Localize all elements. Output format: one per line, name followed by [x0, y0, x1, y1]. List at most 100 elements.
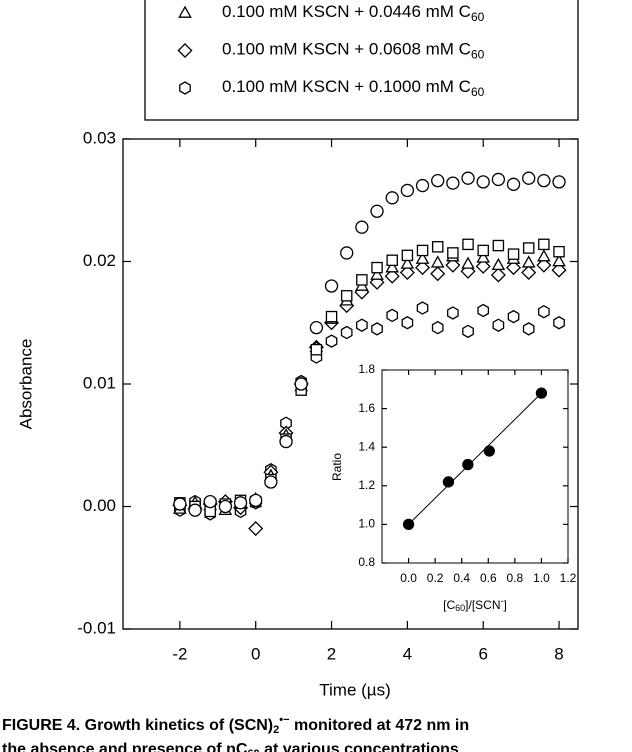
- hexagon-marker: [462, 324, 474, 339]
- circle-marker: [522, 171, 536, 185]
- caption-sub: 2: [273, 724, 279, 736]
- circle-marker: [249, 493, 263, 508]
- diamond-marker: [399, 265, 415, 281]
- square-marker: [310, 343, 323, 356]
- y-tick-label: 1.8: [358, 362, 375, 376]
- circle-marker: [340, 246, 354, 260]
- square-marker: [553, 245, 565, 258]
- triangle-marker: [385, 260, 400, 273]
- diamond-marker: [369, 274, 385, 290]
- y-tick-label: 0.00: [83, 496, 116, 515]
- y-tick-label: 0.02: [83, 251, 116, 270]
- circle-marker: [188, 503, 202, 517]
- label-sub: 60: [455, 603, 465, 613]
- diamond-marker: [177, 42, 193, 59]
- diamond-marker: [490, 267, 506, 283]
- triangle-marker: [552, 254, 566, 267]
- fit-line: [408, 392, 542, 525]
- y-tick-label: -0.01: [77, 618, 116, 637]
- square-marker: [522, 242, 535, 254]
- main-plot: -2 0 2 4 6 8 -0.01 0.00 0.01 0.02 0.03: [77, 128, 578, 663]
- circle-marker: [537, 173, 551, 188]
- x-tick-label: 0.6: [480, 571, 497, 585]
- hexagon-marker: [356, 318, 368, 332]
- circle-marker: [203, 494, 217, 509]
- triangle-marker: [521, 255, 536, 268]
- legend-label: 0.100 mM KSCN + 0.0446 mM C60: [222, 2, 485, 24]
- y-axis-label: Absorbance: [16, 339, 35, 430]
- triangle-marker: [400, 256, 415, 269]
- diamond-marker: [551, 262, 567, 278]
- x-tick-label: 2: [327, 644, 336, 663]
- dot-marker: [535, 387, 548, 399]
- circle-marker: [461, 171, 475, 185]
- legend-sub: 60: [471, 10, 485, 24]
- x-tick-label: 0.8: [507, 571, 524, 585]
- diamond-marker: [384, 268, 400, 284]
- hexagon-marker: [340, 325, 353, 340]
- square-marker: [492, 239, 505, 252]
- x-tick-label: -2: [172, 644, 187, 663]
- dot-marker: [483, 445, 495, 457]
- diamond-marker: [248, 521, 264, 537]
- caption-part: FIGURE 4. Growth kinetics of (SCN): [2, 717, 273, 734]
- circle-marker: [279, 434, 293, 449]
- legend-label: 0.100 mM KSCN + 0.0608 mM C60: [222, 40, 485, 62]
- circle-marker: [431, 173, 445, 188]
- diamond-marker: [506, 260, 522, 276]
- inset-x-label: [C60]/[SCN-]: [443, 596, 507, 613]
- circle-marker: [264, 475, 278, 489]
- hexagon-marker: [416, 301, 429, 315]
- caption-sup: •−: [279, 714, 289, 726]
- legend-text: 0.100 mM KSCN + 0.1000 mM C: [222, 77, 471, 96]
- caption-part: at various concentrations: [260, 741, 459, 752]
- hexagon-marker: [522, 322, 535, 336]
- square-marker: [447, 247, 459, 259]
- label-part: [C: [443, 598, 455, 612]
- hexagon-marker: [447, 306, 459, 320]
- y-tick-label: 1.2: [358, 478, 375, 492]
- hexagon-marker: [492, 318, 505, 332]
- circle-marker: [355, 220, 369, 234]
- triangle-marker: [537, 249, 551, 262]
- x-tick-label: 1.0: [533, 571, 550, 585]
- square-marker: [371, 261, 383, 274]
- hexagon-marker: [507, 309, 520, 324]
- circle-marker: [324, 279, 339, 293]
- inset-plot: 0.0 0.2 0.4 0.6 0.8 1.0 1.2 0.8 1.0 1.2 1.4 1.6 1.8: [358, 362, 576, 585]
- hexagon-marker: [538, 304, 550, 319]
- y-tick-label: 0.03: [83, 128, 116, 147]
- y-tick-label: 1.0: [358, 517, 375, 531]
- square-marker: [477, 244, 489, 257]
- diamond-marker: [430, 266, 446, 282]
- legend-sub: 60: [471, 48, 485, 62]
- triangle-marker: [461, 256, 475, 269]
- circle-marker: [506, 177, 521, 191]
- circle-marker: [309, 320, 324, 335]
- circle-marker: [173, 497, 187, 511]
- hexagon-marker: [553, 315, 565, 330]
- circle-marker: [491, 172, 506, 187]
- square-marker: [325, 310, 338, 323]
- diamond-marker: [521, 265, 537, 281]
- caption-sub: 60: [247, 748, 259, 752]
- circle-marker: [446, 176, 460, 190]
- triangle-marker: [178, 5, 192, 18]
- triangle-marker: [430, 255, 445, 268]
- square-marker: [340, 290, 353, 302]
- label-sup: -: [501, 596, 504, 606]
- x-tick-label: 4: [403, 644, 412, 663]
- square-marker: [356, 274, 368, 286]
- x-tick-label: 8: [554, 644, 563, 663]
- circle-marker: [400, 183, 415, 198]
- circle-marker: [552, 175, 566, 189]
- square-marker: [416, 244, 429, 257]
- x-tick-label: 1.2: [560, 571, 577, 585]
- circle-marker: [385, 191, 399, 205]
- x-tick-label: 0.4: [453, 571, 470, 585]
- legend-label: 0.100 mM KSCN + 0.1000 mM C60: [222, 77, 485, 99]
- x-tick-label: 6: [478, 644, 487, 663]
- inset-frame: [381, 369, 569, 564]
- diamond-marker: [475, 258, 491, 274]
